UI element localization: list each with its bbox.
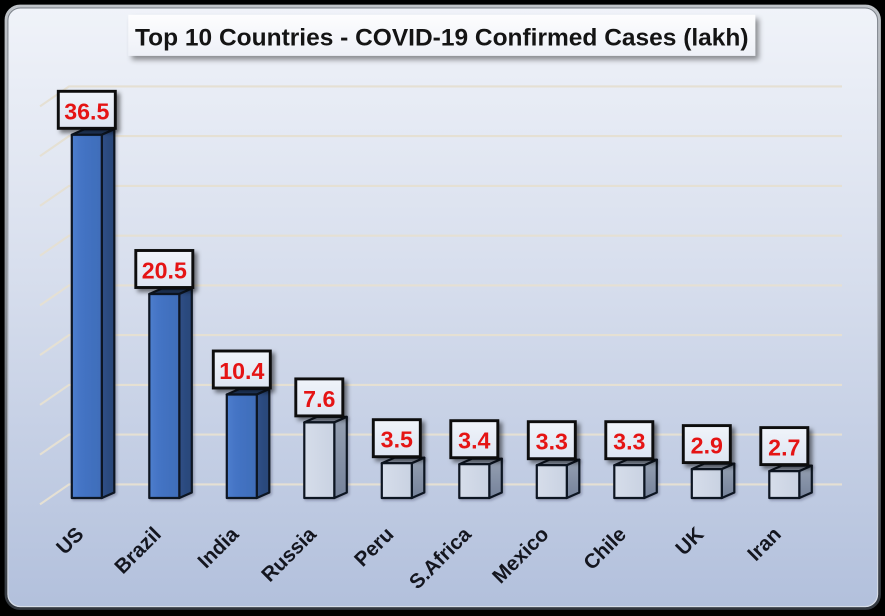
svg-text:2.9: 2.9 <box>691 433 723 459</box>
svg-text:3.5: 3.5 <box>381 427 413 453</box>
svg-text:10.4: 10.4 <box>219 358 264 384</box>
svg-text:3.3: 3.3 <box>613 429 645 455</box>
svg-text:20.5: 20.5 <box>142 258 187 284</box>
svg-text:2.7: 2.7 <box>768 435 800 461</box>
svg-text:Top 10 Countries - COVID-19 Co: Top 10 Countries - COVID-19 Confirmed Ca… <box>135 24 749 51</box>
svg-text:36.5: 36.5 <box>64 98 109 124</box>
svg-text:7.6: 7.6 <box>303 386 335 412</box>
svg-text:3.4: 3.4 <box>458 428 490 454</box>
svg-text:3.3: 3.3 <box>536 429 568 455</box>
